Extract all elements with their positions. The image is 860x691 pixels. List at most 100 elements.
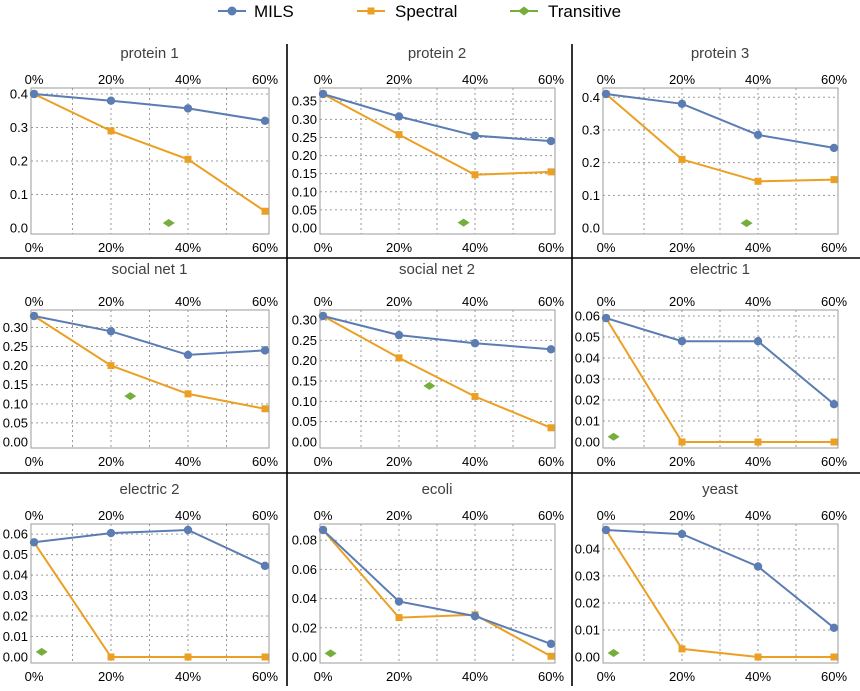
mils-point (260, 116, 270, 126)
panel-protein-3: protein 3 0% 0% 20% 20% 40% 40% 60% 60% 0.0 0.1 0.2… (582, 45, 848, 255)
y-tick-label: 0.3 (582, 122, 600, 137)
series-line-spectral (33, 93, 266, 213)
transitive-point (457, 218, 470, 227)
transitive-point (740, 219, 753, 228)
x-tick-label-bottom: 0% (597, 669, 616, 684)
x-tick-label-top: 60% (821, 72, 847, 87)
legend-mils-label: MILS (254, 2, 294, 21)
spectral-point (184, 653, 192, 661)
series-line-mils (33, 528, 266, 567)
legend-spectral-marker (367, 7, 375, 15)
panel-yeast: yeast 0% 0% 20% 20% 40% 40% 60% 60% 0.00 0.01 0.02 0… (575, 481, 848, 684)
y-tick-label: 0.02 (3, 609, 28, 624)
mils-point (106, 96, 116, 105)
spectral-point (184, 390, 192, 398)
y-tick-label: 0.00 (3, 435, 28, 450)
x-tick-label-bottom: 60% (821, 454, 847, 469)
transitive-point (423, 381, 436, 390)
legend-item-mils: MILS (218, 2, 294, 21)
legend: MILS Spectral Transitive (218, 2, 621, 21)
x-tick-label-top: 20% (669, 294, 695, 309)
legend-transitive-marker (518, 6, 530, 16)
y-tick-label: 0.01 (575, 414, 600, 429)
mils-point (318, 89, 328, 99)
x-tick-label-top: 40% (745, 294, 771, 309)
series-line-spectral (322, 93, 552, 176)
mils-point (753, 562, 763, 571)
series-mils (601, 89, 839, 153)
series-line-spectral (33, 315, 266, 410)
mils-point (183, 525, 193, 535)
x-tick-label-top: 60% (252, 72, 278, 87)
y-tick-label: 0.04 (575, 351, 600, 366)
x-tick-label-top: 60% (821, 294, 847, 309)
x-tick-label-bottom: 0% (25, 454, 44, 469)
series-line-mils (322, 93, 552, 143)
x-tick-label-bottom: 20% (98, 454, 124, 469)
x-tick-label-top: 60% (252, 508, 278, 523)
y-tick-label: 0.02 (575, 595, 600, 610)
spectral-point (261, 653, 269, 661)
grid (320, 310, 555, 448)
x-tick-label-top: 60% (821, 508, 847, 523)
x-tick-label-bottom: 60% (538, 240, 564, 255)
x-tick-label-bottom: 40% (745, 669, 771, 684)
y-tick-label: 0.03 (575, 372, 600, 387)
spectral-point (547, 652, 555, 660)
plot-frame (602, 87, 839, 235)
y-tick-label: 0.02 (575, 393, 600, 408)
y-tick-label: 0.30 (292, 112, 317, 127)
panel-social-net-2: social net 2 0% 0% 20% 20% 40% 40% 60% 60% 0.00 0.… (292, 261, 565, 469)
series-line-mils (605, 317, 835, 405)
y-tick-label: 0.2 (10, 154, 28, 169)
y-tick-label: 0.03 (3, 588, 28, 603)
x-tick-label-bottom: 40% (745, 240, 771, 255)
x-tick-label-bottom: 0% (25, 240, 44, 255)
grid (603, 310, 838, 448)
series-mils (318, 525, 556, 649)
x-tick-label-top: 40% (462, 72, 488, 87)
series-line-spectral (33, 541, 265, 658)
panel-protein-2: protein 2 0% 0% 20% 20% 40% 40% 60% 60% 0.00 0.05 0… (292, 45, 565, 255)
mils-point (677, 337, 687, 346)
panel-social-net-1: social net 1 0% 0% 20% 20% 40% 40% 60% 60% 0.00 0.… (3, 261, 279, 469)
panel-title: protein 3 (691, 45, 749, 62)
mils-point (753, 337, 763, 346)
y-tick-label: 0.15 (3, 377, 28, 392)
x-tick-label-top: 40% (745, 72, 771, 87)
y-tick-label: 0.25 (292, 333, 317, 348)
spectral-point (678, 438, 686, 446)
mils-point (470, 131, 480, 140)
spectral-point (678, 155, 686, 163)
x-tick-label-top: 0% (597, 294, 616, 309)
y-tick-label: 0.06 (3, 527, 28, 542)
y-tick-label: 0.1 (582, 188, 600, 203)
x-tick-label-top: 40% (745, 508, 771, 523)
x-tick-label-bottom: 0% (25, 669, 44, 684)
x-tick-label-top: 40% (175, 72, 201, 87)
grid (603, 88, 838, 234)
mils-point (394, 597, 404, 606)
grid (31, 88, 269, 234)
spectral-point (547, 168, 555, 176)
grid (31, 310, 269, 448)
y-tick-label: 0.30 (292, 313, 317, 328)
x-tick-label-top: 20% (386, 294, 412, 309)
mils-point (546, 639, 556, 649)
mils-point (318, 311, 328, 321)
x-tick-label-top: 20% (669, 72, 695, 87)
y-tick-label: 0.00 (575, 435, 600, 450)
y-tick-label: 0.10 (3, 396, 28, 411)
series-mils (29, 525, 270, 571)
x-tick-label-bottom: 60% (538, 454, 564, 469)
spectral-point (830, 653, 838, 661)
panel-title: social net 1 (112, 261, 188, 278)
x-tick-label-bottom: 20% (669, 454, 695, 469)
x-tick-label-bottom: 40% (462, 454, 488, 469)
mils-point (318, 525, 328, 535)
transitive-point (162, 218, 175, 227)
series-line-mils (33, 315, 266, 356)
spectral-point (395, 131, 403, 139)
panel-title: yeast (702, 481, 739, 498)
mils-point (829, 623, 839, 633)
